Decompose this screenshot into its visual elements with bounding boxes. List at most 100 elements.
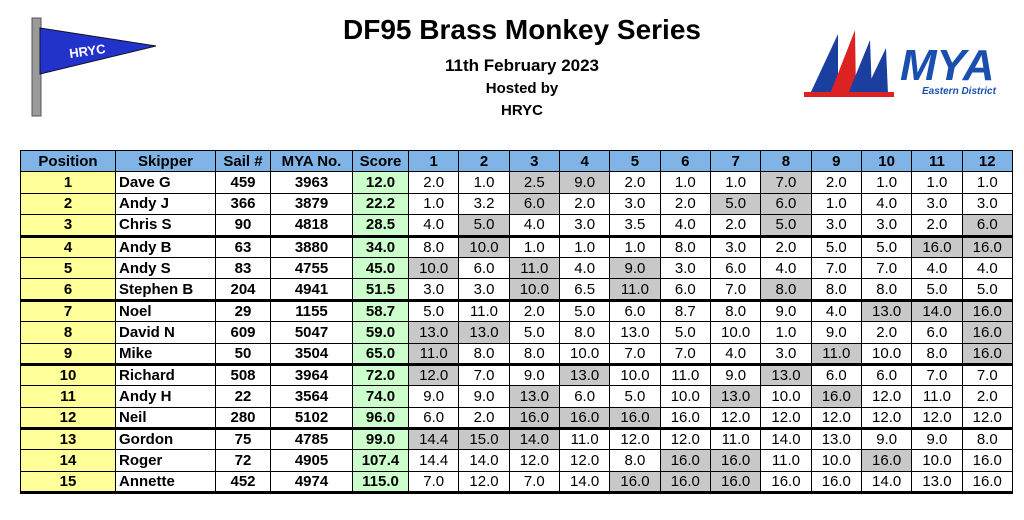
race-score: 3.0 [558,214,611,238]
race-score: 11.0 [911,385,963,408]
race-score: 8.0 [508,342,560,366]
race-score: 1.0 [709,171,762,194]
position: 12 [20,406,116,431]
mya-number: 1155 [270,299,353,323]
sail-number: 459 [215,171,271,194]
skipper: Stephen B [115,278,216,302]
race-score: 10.0 [508,278,560,302]
race-score: 16.0 [860,449,913,472]
race-score: 2.0 [558,192,611,216]
race-score: 4.0 [558,256,611,280]
race-score: 16.0 [961,470,1013,495]
race-score: 4.0 [407,214,460,238]
race-score: 3.2 [458,192,510,216]
flag-text: HRYC [68,41,107,61]
race-score: 16.0 [558,406,611,431]
skipper: David N [115,321,216,344]
race-score: 16.0 [659,406,711,431]
race-score: 9.0 [458,385,510,408]
race-score: 6.0 [810,363,862,387]
skipper: Roger [115,449,216,472]
mya-logo: MYA Eastern District [804,30,997,97]
race-score: 5.0 [760,214,812,238]
result-row: 7 Noel 29 1155 58.7 5.0 11.0 2.0 5.0 6.0 8.7 8.0 9.0… [20,299,1013,323]
column-header: 11 [911,149,963,173]
race-score: 10.0 [860,342,913,366]
race-score: 6.0 [558,385,611,408]
race-score: 2.0 [508,299,560,323]
race-score: 8.0 [709,299,762,323]
race-score: 1.0 [609,235,661,258]
race-score: 10.0 [709,321,762,344]
score: 45.0 [352,256,409,280]
race-score: 6.0 [760,192,812,216]
column-header: 3 [508,149,560,173]
race-score: 7.0 [810,256,862,280]
mya-number: 3879 [270,192,353,216]
column-header: 8 [760,149,812,173]
position: 8 [20,321,116,344]
race-score: 13.0 [860,299,913,323]
result-row: 12 Neil 280 5102 96.0 6.0 2.0 16.0 16.0 16.0 16.0 1… [20,406,1013,431]
race-score: 5.0 [609,385,661,408]
race-score: 6.0 [407,406,460,431]
mya-number: 3504 [270,342,353,366]
result-row: 10 Richard 508 3964 72.0 12.0 7.0 9.0 13.0 10.0 11… [20,363,1013,387]
race-score: 8.0 [810,278,862,302]
sail-number: 22 [215,385,271,408]
race-score: 3.0 [860,214,913,238]
race-score: 3.0 [407,278,460,302]
race-score: 1.0 [558,235,611,258]
race-score: 2.0 [911,214,963,238]
mya-text: MYA [900,41,995,90]
race-score: 16.0 [961,321,1013,344]
race-score: 4.0 [508,214,560,238]
race-score: 5.0 [407,299,460,323]
sail-number: 83 [215,256,271,280]
race-score: 14.0 [508,428,560,451]
race-score: 16.0 [709,449,762,472]
race-score: 12.0 [860,406,913,431]
position: 2 [20,192,116,216]
position: 4 [20,235,116,258]
race-score: 5.0 [558,299,611,323]
race-score: 7.0 [911,363,963,387]
hosted-by: Hosted by [485,80,559,97]
sail-number: 366 [215,192,271,216]
race-score: 7.0 [659,342,711,366]
race-score: 8.0 [961,428,1013,451]
sail-number: 90 [215,214,271,238]
sail-number: 508 [215,363,271,387]
race-score: 16.0 [659,449,711,472]
result-row: 1 Dave G 459 3963 12.0 2.0 1.0 2.5 9.0 2.0 1.0 1.0 7… [20,171,1013,194]
race-score: 5.0 [508,321,560,344]
score: 22.2 [352,192,409,216]
race-score: 2.0 [407,171,460,194]
race-score: 1.0 [458,171,510,194]
mya-number: 4941 [270,278,353,302]
mya-sub: Eastern District [922,86,997,97]
race-score: 9.0 [760,299,812,323]
race-score: 3.0 [659,256,711,280]
race-score: 8.0 [407,235,460,258]
race-score: 9.0 [407,385,460,408]
race-score: 12.0 [911,406,963,431]
position: 3 [20,214,116,238]
score: 74.0 [352,385,409,408]
race-score: 6.5 [558,278,611,302]
race-score: 3.0 [810,214,862,238]
host: HRYC [501,102,543,119]
race-score: 13.0 [558,363,611,387]
race-score: 13.0 [407,321,460,344]
position: 1 [20,171,116,194]
race-score: 11.0 [760,449,812,472]
race-score: 10.0 [609,363,661,387]
race-score: 2.0 [458,406,510,431]
column-header: 2 [458,149,510,173]
result-row: 4 Andy B 63 3880 34.0 8.0 10.0 1.0 1.0 1.0 8.0 3.0 2… [20,235,1013,258]
position: 13 [20,428,116,451]
mya-number: 3880 [270,235,353,258]
position: 9 [20,342,116,366]
skipper: Noel [115,299,216,323]
race-score: 2.0 [810,171,862,194]
